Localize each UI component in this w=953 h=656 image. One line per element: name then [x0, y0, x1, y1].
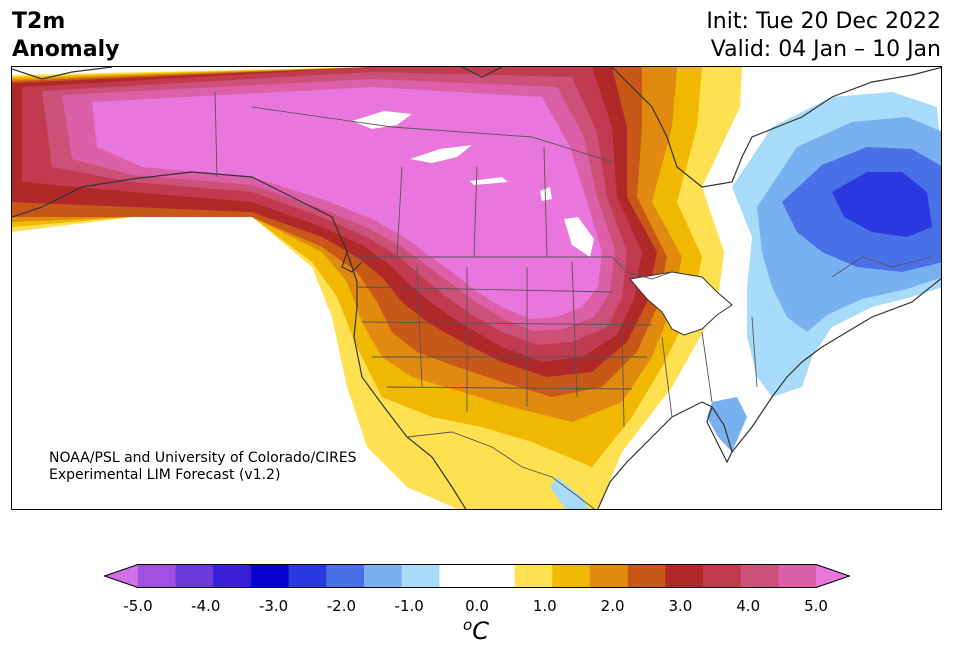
colorbar-swatch — [477, 564, 516, 588]
colorbar-tick-label: 3.0 — [668, 597, 693, 615]
colorbar-unit: oC — [463, 616, 489, 645]
degree-symbol: o — [463, 616, 473, 634]
colorbar-swatch — [590, 564, 629, 588]
political-borders — [214, 91, 933, 509]
colorbar-swatch — [401, 564, 440, 588]
colorbar — [102, 564, 852, 588]
contour-florida-cold — [707, 397, 747, 452]
colorbar-swatch — [138, 564, 177, 588]
init-date: Init: Tue 20 Dec 2022 — [706, 9, 941, 34]
great-lakes — [629, 271, 733, 336]
colorbar-swatch — [778, 564, 817, 588]
lake-great-slave — [410, 145, 472, 163]
colorbar-swatch — [175, 564, 214, 588]
contour-5c — [92, 87, 602, 319]
colorbar-arrow-max — [816, 564, 850, 588]
colorbar-ticks: -5.0 -4.0 -3.0 -2.0 -1.0 0.0 1.0 2.0 3.0 4.0 5.0 — [0, 597, 953, 617]
colorbar-arrow-min — [104, 564, 138, 588]
unit-letter: C — [472, 617, 489, 645]
forecast-dates: Init: Tue 20 Dec 2022 Valid: 04 Jan – 10… — [706, 8, 941, 64]
colorbar-tick-label: 1.0 — [532, 597, 557, 615]
colorbar-swatch — [326, 564, 365, 588]
colorbar-outline — [102, 564, 852, 588]
colorbar-tick-label: 4.0 — [736, 597, 761, 615]
map-panel — [11, 66, 942, 510]
colorbar-swatch — [514, 564, 553, 588]
colorbar-swatch — [251, 564, 290, 588]
valid-date: Valid: 04 Jan – 10 Jan — [710, 37, 941, 62]
colorbar-swatch — [213, 564, 252, 588]
colorbar-tick-label: 0.0 — [465, 597, 489, 615]
colorbar-swatch — [288, 564, 327, 588]
colorbar-swatch — [665, 564, 704, 588]
colorbar-tick-label: -5.0 — [123, 597, 153, 615]
title-type: Anomaly — [12, 37, 120, 62]
colorbar-tick-label: -4.0 — [191, 597, 221, 615]
map-title: T2m Anomaly — [12, 8, 119, 64]
colorbar-graphic — [102, 564, 852, 588]
lake-winnipeg — [564, 217, 594, 257]
data-credit: NOAA/PSL and University of Colorado/CIRE… — [49, 450, 357, 484]
colorbar-swatch — [627, 564, 666, 588]
colorbar-tick-label: -2.0 — [326, 597, 357, 615]
contour-mexico-cold — [550, 477, 589, 509]
credit-line-2: Experimental LIM Forecast (v1.2) — [49, 467, 281, 483]
anomaly-map — [12, 67, 941, 509]
colorbar-swatch — [740, 564, 779, 588]
lake-athabasca — [470, 177, 508, 185]
colorbar-swatch — [703, 564, 742, 588]
lake-great-bear — [352, 111, 412, 129]
colorbar-swatch — [552, 564, 591, 588]
colorbar-tick-label: -3.0 — [258, 597, 289, 615]
title-variable: T2m — [12, 9, 66, 34]
colorbar-tick-label: -1.0 — [394, 597, 424, 615]
colorbar-tick-label: 2.0 — [600, 597, 625, 615]
colorbar-tick-label: 5.0 — [804, 597, 828, 615]
contour-minus-2-5c — [832, 172, 932, 237]
lake-manitoba — [540, 187, 552, 201]
colorbar-swatch — [439, 564, 478, 588]
colorbar-swatch — [364, 564, 403, 588]
credit-line-1: NOAA/PSL and University of Colorado/CIRE… — [49, 450, 357, 466]
